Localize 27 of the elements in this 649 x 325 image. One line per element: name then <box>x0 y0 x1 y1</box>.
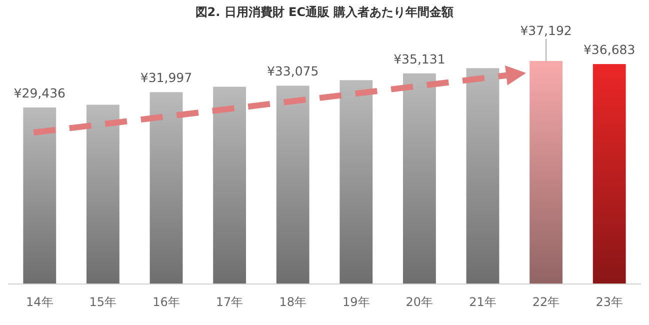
data-label: ¥35,131 <box>394 51 446 66</box>
bar <box>23 108 56 284</box>
data-label: ¥29,436 <box>14 86 66 101</box>
chart-title: 図2. 日用消費財 EC通販 購入者あたり年間金額 <box>195 5 454 19</box>
bar <box>592 64 626 284</box>
x-tick-label: 18年 <box>279 295 306 309</box>
x-tick-label: 22年 <box>532 295 560 309</box>
bar <box>466 68 500 284</box>
bar <box>86 104 120 284</box>
x-tick-label: 17年 <box>216 295 244 309</box>
x-tick-label: 14年 <box>26 295 54 309</box>
data-label: ¥31,997 <box>140 70 192 86</box>
bar <box>150 92 183 284</box>
x-tick-label: 15年 <box>89 295 117 309</box>
data-label: ¥33,075 <box>267 64 319 79</box>
x-tick-label: 16年 <box>152 295 180 309</box>
x-tick-label: 19年 <box>342 295 370 309</box>
x-tick-label: 21年 <box>469 295 496 309</box>
bar <box>530 61 563 284</box>
x-tick-label: 23年 <box>596 295 623 309</box>
bar <box>340 80 373 284</box>
bar <box>213 86 246 284</box>
bar <box>276 86 310 284</box>
data-label: ¥36,683 <box>584 42 636 58</box>
bar <box>402 73 436 284</box>
data-label: ¥37,192 <box>520 23 572 38</box>
x-tick-label: 20年 <box>406 295 434 309</box>
